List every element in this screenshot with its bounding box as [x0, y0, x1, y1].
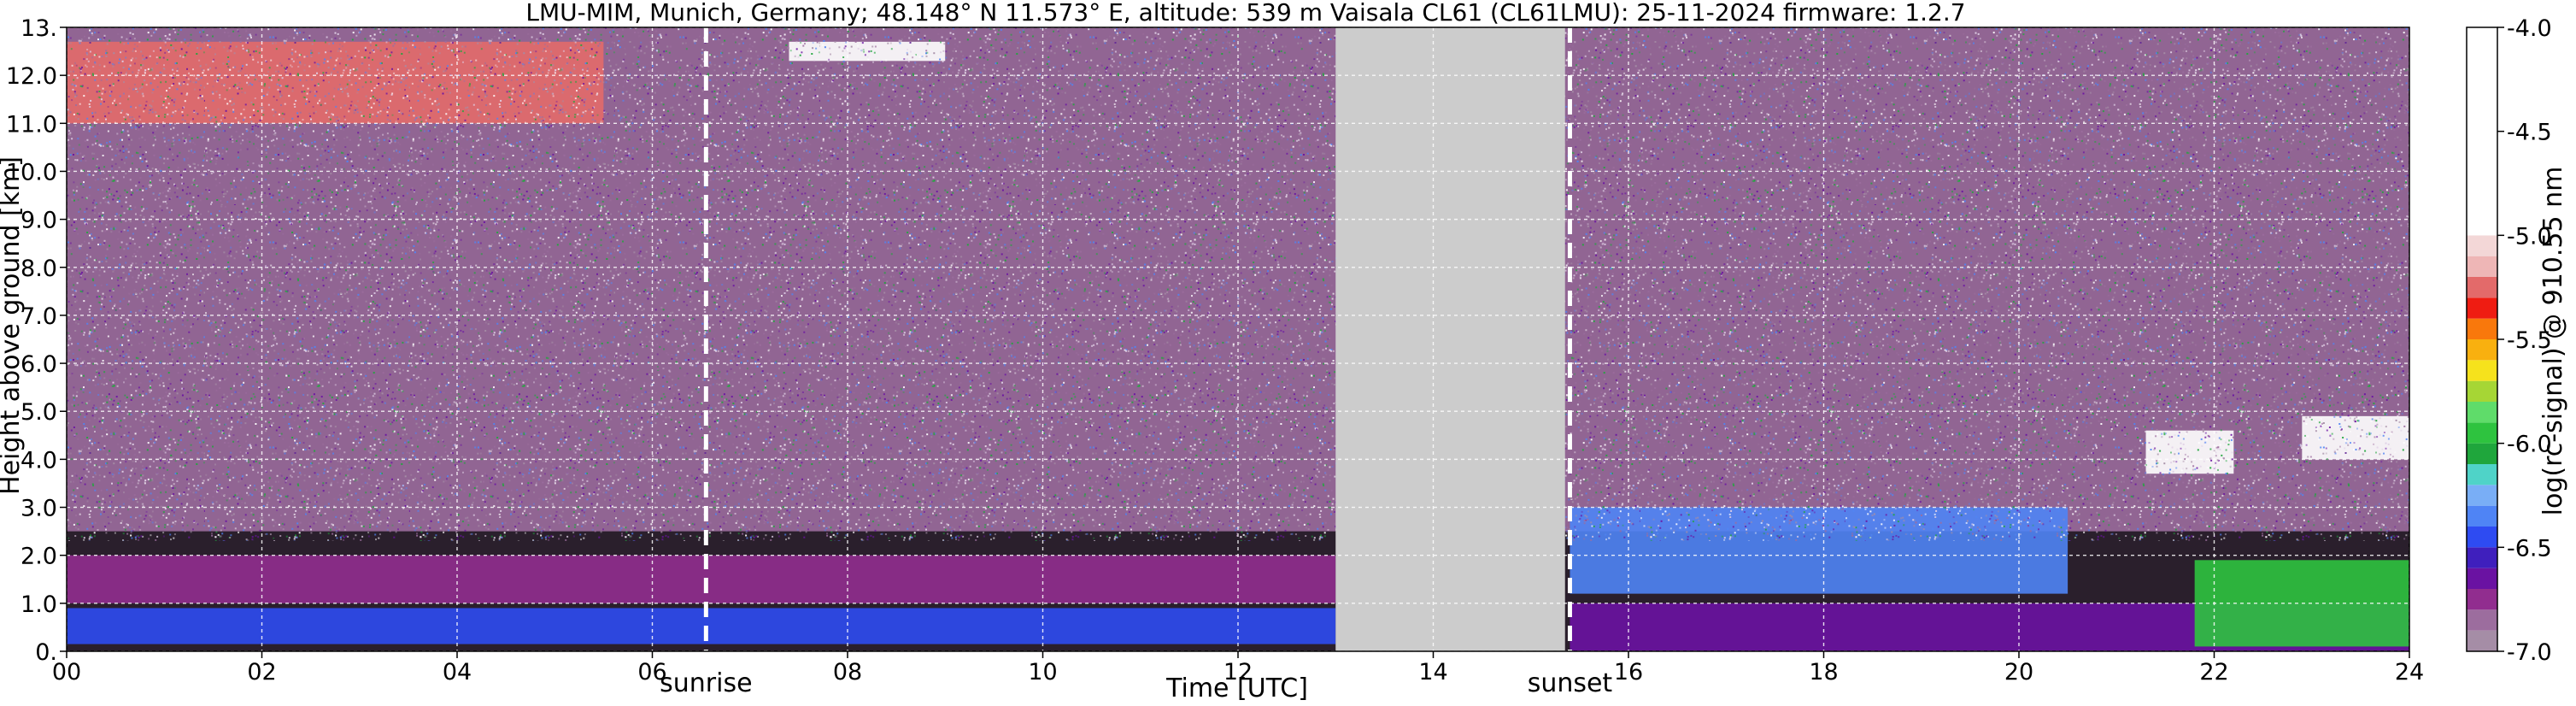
y-tick-label: 13. — [21, 15, 57, 42]
chart-title: LMU-MIM, Munich, Germany; 48.148° N 11.5… — [525, 0, 1965, 26]
colorbar-segment — [2467, 380, 2497, 402]
y-tick-label: 7.0 — [21, 303, 57, 330]
x-tick-label: 12 — [1223, 659, 1253, 685]
x-tick-label: 06 — [637, 659, 666, 685]
y-tick-label: 12.0 — [6, 63, 57, 90]
colorbar-segment — [2467, 422, 2497, 444]
x-tick-label: 02 — [247, 659, 276, 685]
y-tick-label: 2.0 — [21, 544, 57, 570]
colorbar-segment — [2467, 27, 2497, 236]
y-tick-label: 5.0 — [21, 399, 57, 426]
colorbar-segment — [2467, 339, 2497, 361]
y-tick-label: 9.0 — [21, 208, 57, 234]
y-tick-label: 4.0 — [21, 447, 57, 474]
y-tick-label: 6.0 — [21, 351, 57, 378]
colorbar-segment — [2467, 485, 2497, 506]
colorbar-segment — [2467, 505, 2497, 527]
y-tick-label: 1.0 — [21, 591, 57, 618]
x-tick-label: 22 — [2199, 659, 2228, 685]
sun-markers — [703, 27, 1572, 651]
colorbar-segment — [2467, 256, 2497, 277]
y-tick-label: 8.0 — [21, 256, 57, 282]
plot-area — [67, 27, 2409, 651]
colorbar-segment — [2467, 318, 2497, 339]
x-axis-label: Time [UTC] — [1165, 674, 1308, 703]
y-tick-label: 3.0 — [21, 496, 57, 522]
colorbar-segment — [2467, 589, 2497, 610]
colorbar-segment — [2467, 297, 2497, 319]
colorbar-tick-label: -4.5 — [2507, 120, 2552, 146]
x-tick-label: 00 — [52, 659, 81, 685]
colorbar-segment — [2467, 464, 2497, 485]
x-tick-label: 08 — [833, 659, 862, 685]
colorbar-segment — [2467, 609, 2497, 631]
colorbar-segment — [2467, 360, 2497, 381]
y-tick-label: 10.0 — [6, 159, 57, 185]
grid — [67, 27, 2409, 651]
marker-label-sunset: sunset — [1528, 668, 1613, 698]
colorbar-segment — [2467, 443, 2497, 464]
x-tick-label: 14 — [1418, 659, 1447, 685]
noise-texture — [67, 27, 2409, 541]
colorbar-segment — [2467, 402, 2497, 423]
marker-label-sunrise: sunrise — [660, 668, 752, 698]
colorbar-segment — [2467, 277, 2497, 298]
x-tick-label: 04 — [443, 659, 472, 685]
y-axis-label: Height above ground [km] — [0, 156, 26, 495]
region-residual-layer — [67, 555, 1336, 603]
colorbar: -7.0 -6.5 -6.0 -5.5 -5.0 -4.5 -4.0 — [2466, 15, 2552, 666]
colorbar-segment — [2467, 568, 2497, 589]
colorbar-tick-label: -5.0 — [2507, 223, 2552, 250]
x-tick-label: 10 — [1028, 659, 1057, 685]
colorbar-tick-label: -7.0 — [2507, 639, 2552, 666]
y-axis: 0. 1.0 2.0 3.0 4.0 5.0 6.0 7.0 8.0 9.0 10.0 11.0 12.… — [6, 15, 67, 666]
x-tick-label: 18 — [1809, 659, 1838, 685]
sun-marker-labels: sunrise sunset — [660, 668, 1612, 698]
y-tick-label: 0. — [35, 639, 57, 666]
colorbar-label: log(rc-signal) @ 910.55 nm — [2538, 167, 2568, 516]
colorbar-tick-label: -5.5 — [2507, 327, 2552, 354]
x-axis: 00 02 04 06 08 10 12 14 16 18 20 22 24 — [52, 651, 2424, 685]
y-tick-label: 11.0 — [6, 111, 57, 138]
x-tick-label: 20 — [2004, 659, 2033, 685]
no-data-gap — [1335, 27, 1565, 651]
colorbar-segment — [2467, 235, 2497, 256]
x-tick-label: 16 — [1614, 659, 1643, 685]
colorbar-tick-label: -6.0 — [2507, 432, 2552, 458]
colorbar-tick-label: -6.5 — [2507, 535, 2552, 562]
region-boundary-layer — [67, 608, 1336, 644]
colorbar-tick-label: -4.0 — [2507, 15, 2552, 42]
colorbar-segment — [2467, 630, 2497, 651]
x-tick-label: 24 — [2395, 659, 2424, 685]
colorbar-segment — [2467, 527, 2497, 548]
colorbar-segment — [2467, 547, 2497, 568]
